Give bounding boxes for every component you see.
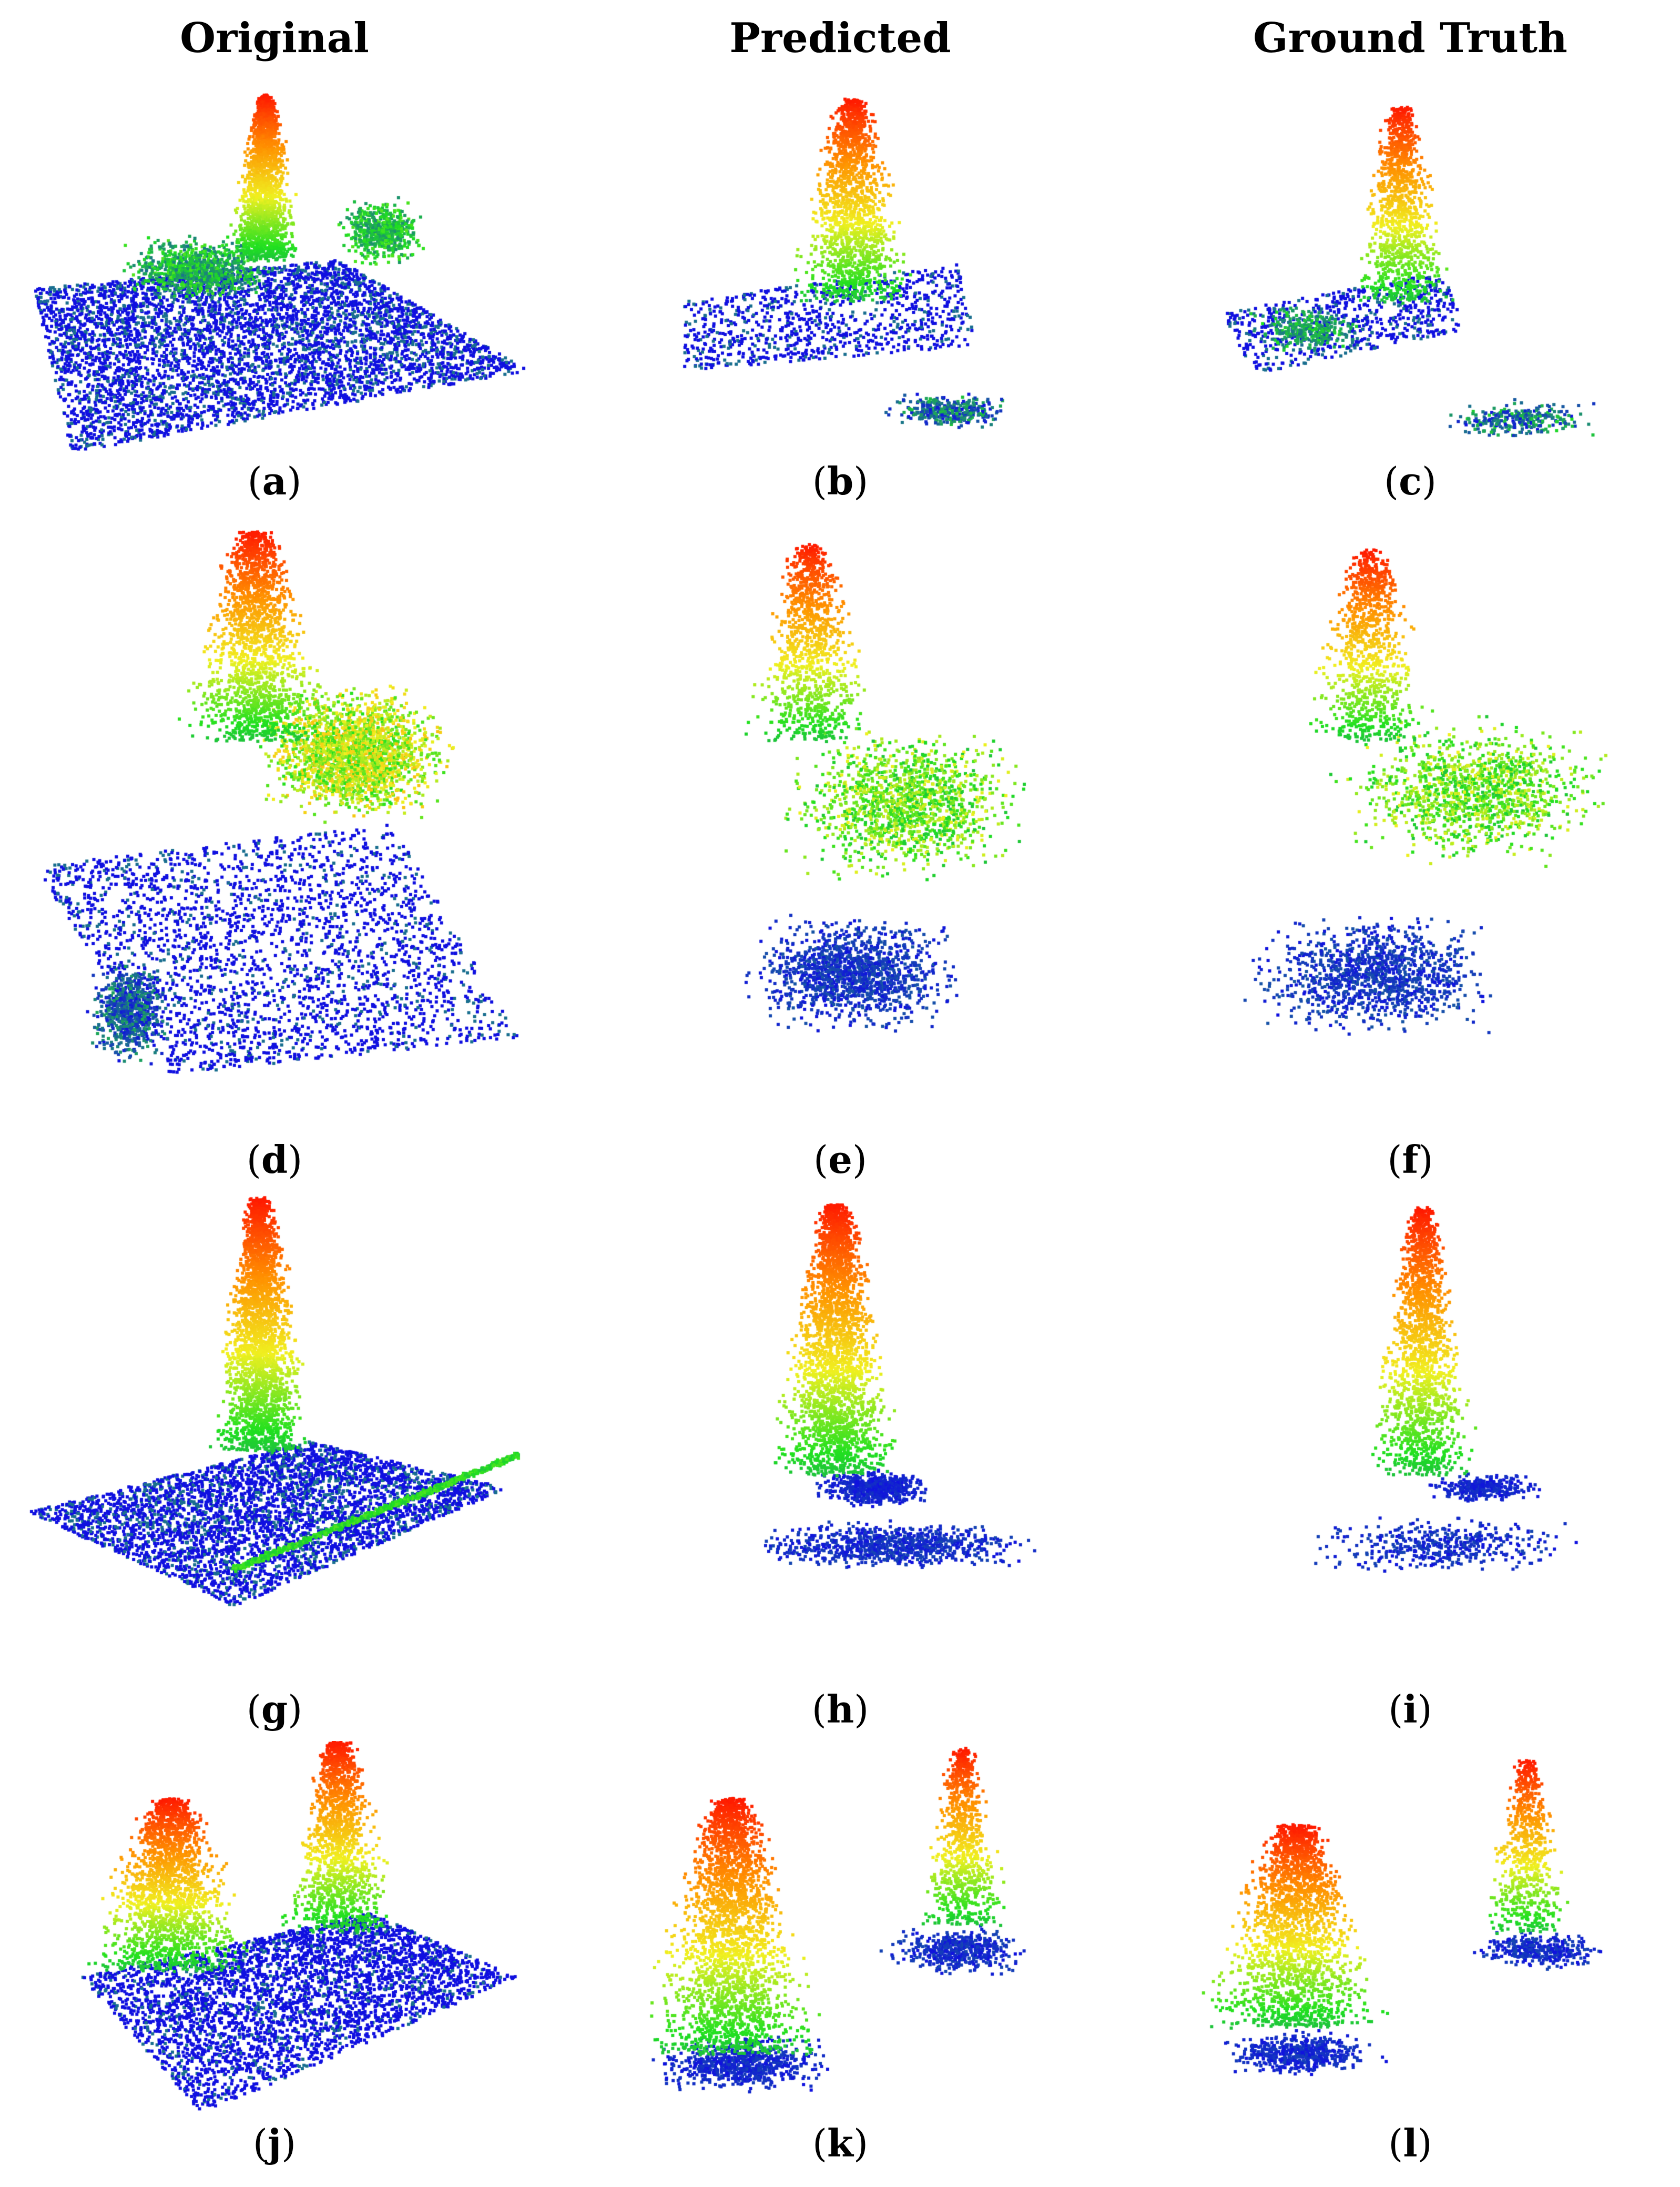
point-cloud-image-k (577, 1741, 1103, 2120)
point-cloud-image-e (577, 518, 1103, 1149)
panel-caption-d: (d) (246, 1137, 303, 1182)
panel-letter-b: b (827, 459, 854, 503)
point-cloud-panel-a (12, 74, 537, 484)
panel-caption-i: (i) (1388, 1687, 1432, 1732)
panel-caption-c: (c) (1383, 459, 1437, 503)
point-cloud-image-c (1147, 74, 1673, 484)
point-cloud-image-b (577, 74, 1103, 484)
panel-caption-h: (h) (811, 1687, 869, 1732)
point-cloud-panel-i (1147, 1189, 1673, 1662)
column-header-predicted: Predicted (729, 14, 951, 62)
point-cloud-image-h (577, 1189, 1103, 1662)
point-cloud-panel-h (577, 1189, 1103, 1662)
panel-caption-l: (l) (1388, 2121, 1432, 2165)
point-cloud-image-j (12, 1741, 537, 2120)
point-cloud-image-f (1147, 518, 1673, 1149)
point-cloud-panel-c (1147, 74, 1673, 484)
column-header-original: Original (180, 14, 369, 62)
point-cloud-image-i (1147, 1189, 1673, 1662)
panel-letter-i: i (1403, 1687, 1418, 1732)
panel-letter-l: l (1403, 2121, 1418, 2165)
point-cloud-panel-k (577, 1741, 1103, 2120)
column-header-ground-truth: Ground Truth (1253, 14, 1567, 62)
panel-letter-k: k (827, 2121, 853, 2165)
point-cloud-panel-j (12, 1741, 537, 2120)
point-cloud-panel-g (12, 1189, 537, 1662)
point-cloud-image-g (12, 1189, 537, 1662)
point-cloud-panel-f (1147, 518, 1673, 1149)
panel-letter-h: h (826, 1687, 854, 1732)
panel-caption-e: (e) (813, 1137, 867, 1182)
point-cloud-panel-b (577, 74, 1103, 484)
point-cloud-image-l (1147, 1741, 1673, 2120)
point-cloud-image-a (12, 74, 537, 484)
point-cloud-panel-l (1147, 1741, 1673, 2120)
point-cloud-image-d (12, 518, 537, 1149)
panel-caption-f: (f) (1387, 1137, 1433, 1182)
panel-letter-g: g (261, 1687, 288, 1732)
panel-caption-j: (j) (252, 2121, 297, 2165)
panel-letter-j: j (267, 2121, 282, 2165)
panel-letter-f: f (1402, 1137, 1419, 1182)
panel-caption-b: (b) (812, 459, 869, 503)
panel-letter-d: d (261, 1137, 288, 1182)
panel-letter-c: c (1399, 459, 1422, 503)
panel-caption-g: (g) (246, 1687, 303, 1732)
panel-caption-a: (a) (247, 459, 302, 503)
panel-caption-k: (k) (812, 2121, 869, 2165)
point-cloud-panel-d (12, 518, 537, 1149)
panel-letter-a: a (262, 459, 287, 503)
point-cloud-panel-e (577, 518, 1103, 1149)
panel-letter-e: e (828, 1137, 852, 1182)
